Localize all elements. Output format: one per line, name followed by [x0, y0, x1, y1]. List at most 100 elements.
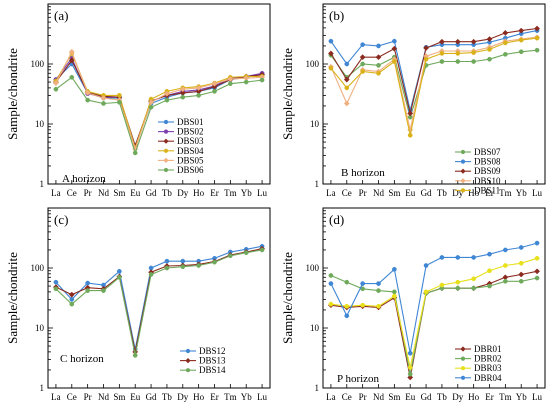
x-tick-label: Yb: [241, 188, 252, 198]
data-point: [471, 285, 476, 291]
x-tick-label: La: [326, 392, 336, 402]
ree-chart-a: 1 10 100 La Ce Pr Nd Sm Eu Gd Tb Dy Ho Er Tm Yb Lu Sample…: [5, 3, 271, 198]
legend-entry: DBS02: [158, 127, 204, 137]
legend-marker: [460, 366, 466, 371]
legend-label: DBR04: [474, 373, 502, 383]
legend-marker: [460, 159, 466, 164]
data-point: [100, 95, 107, 102]
series-dbs06: [53, 74, 265, 156]
series-dbs09: [327, 25, 541, 117]
data-point: [392, 289, 397, 295]
series-dbs14: [53, 247, 265, 358]
data-point: [164, 97, 170, 103]
data-point: [360, 61, 365, 67]
data-point: [455, 59, 461, 64]
y-tick-label: 1: [40, 179, 45, 189]
plot-frame: [322, 207, 546, 389]
horizon-label: P horizon: [337, 373, 380, 385]
y-tick-label: 10: [35, 323, 45, 333]
legend-label: DBS14: [199, 365, 226, 375]
data-point: [259, 77, 265, 83]
legend-label: DBS13: [199, 356, 226, 366]
data-point: [471, 50, 476, 55]
x-tick-label: Sm: [113, 188, 125, 198]
data-point: [423, 56, 429, 62]
horizon-label: C horizon: [60, 353, 104, 365]
legend-marker: [163, 167, 169, 173]
data-point: [148, 104, 154, 110]
data-point: [471, 59, 476, 64]
y-tick-label: 1: [315, 179, 320, 189]
data-point: [243, 250, 249, 256]
data-point: [471, 276, 476, 282]
data-point: [454, 38, 461, 45]
x-tick-label: Ho: [468, 392, 479, 402]
data-point: [455, 285, 461, 291]
data-point: [101, 101, 106, 106]
data-point: [196, 93, 201, 98]
data-point: [534, 240, 540, 246]
legend-entry: DBR02: [455, 354, 502, 364]
data-point: [407, 110, 414, 117]
series-line: [330, 37, 538, 136]
panel-label: (b): [329, 8, 344, 23]
x-tick-label: Ho: [468, 188, 479, 198]
x-tick-label: Sm: [113, 392, 125, 402]
x-tick-label: Tb: [437, 392, 447, 402]
y-axis-label: Sample/chondrite: [280, 252, 295, 344]
series-line: [55, 245, 263, 350]
data-point: [344, 303, 350, 309]
x-tick-label: Yb: [516, 188, 527, 198]
x-tick-label: Yb: [516, 392, 527, 402]
data-point: [344, 313, 350, 319]
legend-marker: [163, 138, 169, 144]
data-point: [343, 76, 350, 83]
x-tick-label: Nd: [373, 188, 384, 198]
data-point: [360, 302, 365, 308]
legend-entry: DBR03: [455, 363, 502, 373]
data-point: [359, 54, 366, 61]
x-tick-label: Dy: [452, 188, 463, 198]
data-point: [376, 70, 381, 76]
data-point: [344, 85, 350, 91]
data-point: [328, 65, 334, 71]
series-line: [330, 274, 538, 375]
legend-entry: DBS08: [455, 157, 501, 167]
plot-frame: [322, 3, 546, 185]
data-point: [68, 291, 75, 298]
x-tick-label: Tb: [162, 392, 172, 402]
series-dbs11: [328, 35, 540, 138]
data-point: [344, 279, 350, 285]
legend-entry: DBS07: [455, 147, 501, 157]
data-point: [503, 40, 508, 46]
x-tick-label: La: [51, 188, 61, 198]
data-point: [148, 272, 154, 277]
legend-label: DBS05: [177, 155, 204, 165]
data-point: [344, 61, 350, 67]
data-point: [487, 47, 492, 52]
legend-marker: [163, 129, 169, 134]
legend-entry: DBS03: [158, 136, 204, 146]
x-tick-label: Er: [485, 188, 494, 198]
data-point: [228, 81, 233, 87]
legend-entry: DBS06: [158, 165, 204, 175]
series-line: [55, 249, 263, 356]
data-point: [53, 279, 59, 285]
data-point: [360, 69, 365, 74]
legend-marker: [460, 168, 466, 174]
data-point: [470, 38, 477, 45]
data-point: [117, 268, 122, 274]
ree-chart-b: 1 10 100 La Ce Pr Nd Sm Eu Gd Tb Dy Ho Er Tm Yb Lu Sample…: [280, 3, 546, 198]
y-tick-label: 100: [306, 263, 320, 273]
data-point: [438, 38, 445, 45]
data-point: [164, 265, 170, 271]
data-point: [534, 35, 540, 41]
data-point: [518, 260, 524, 266]
data-point: [518, 278, 524, 284]
legend-label: DBR03: [474, 363, 502, 373]
data-point: [328, 281, 334, 286]
data-point: [439, 51, 445, 56]
panel-label: (d): [329, 212, 344, 227]
